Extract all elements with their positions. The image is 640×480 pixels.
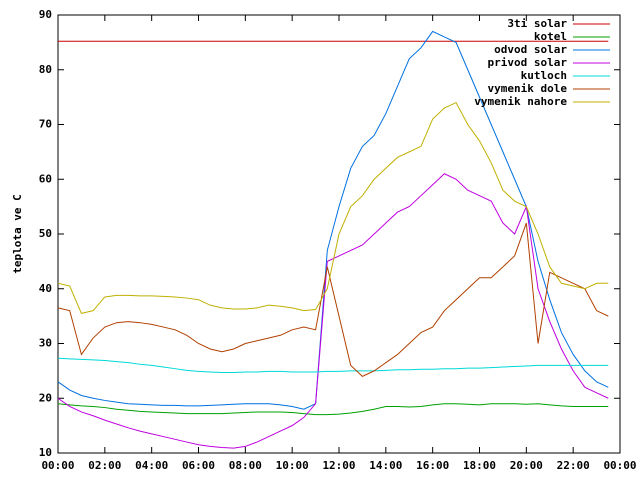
y-tick-label: 40 [39,282,52,295]
x-tick-label: 00:00 [603,459,636,472]
legend-label: vymenik nahore [474,95,567,108]
x-tick-label: 08:00 [229,459,262,472]
x-tick-label: 02:00 [88,459,121,472]
x-tick-label: 16:00 [416,459,449,472]
y-tick-label: 90 [39,8,52,21]
legend-label: vymenik dole [488,82,568,95]
x-tick-label: 20:00 [510,459,543,472]
x-tick-label: 04:00 [135,459,168,472]
y-tick-label: 70 [39,118,52,131]
x-tick-label: 06:00 [182,459,215,472]
x-tick-label: 22:00 [557,459,590,472]
legend-label: 3ti solar [507,17,567,30]
legend-label: kutloch [521,69,567,82]
y-tick-label: 50 [39,227,52,240]
series-line [57,173,609,449]
y-tick-label: 10 [39,446,52,459]
series-line [57,222,609,377]
y-tick-label: 20 [39,391,52,404]
x-tick-label: 14:00 [369,459,402,472]
series-line [57,30,609,410]
series-line [57,403,609,416]
x-tick-label: 18:00 [463,459,496,472]
y-tick-label: 80 [39,63,52,76]
y-axis-label: teplota ve C [11,194,24,273]
legend-label: odvod solar [494,43,567,56]
x-tick-label: 10:00 [276,459,309,472]
x-tick-label: 12:00 [322,459,355,472]
series-line [57,357,609,374]
x-tick-label: 00:00 [41,459,74,472]
legend-label: kotel [534,30,567,43]
y-tick-label: 60 [39,172,52,185]
legend-label: privod solar [488,56,568,69]
series-line [57,101,609,314]
y-tick-label: 30 [39,337,52,350]
